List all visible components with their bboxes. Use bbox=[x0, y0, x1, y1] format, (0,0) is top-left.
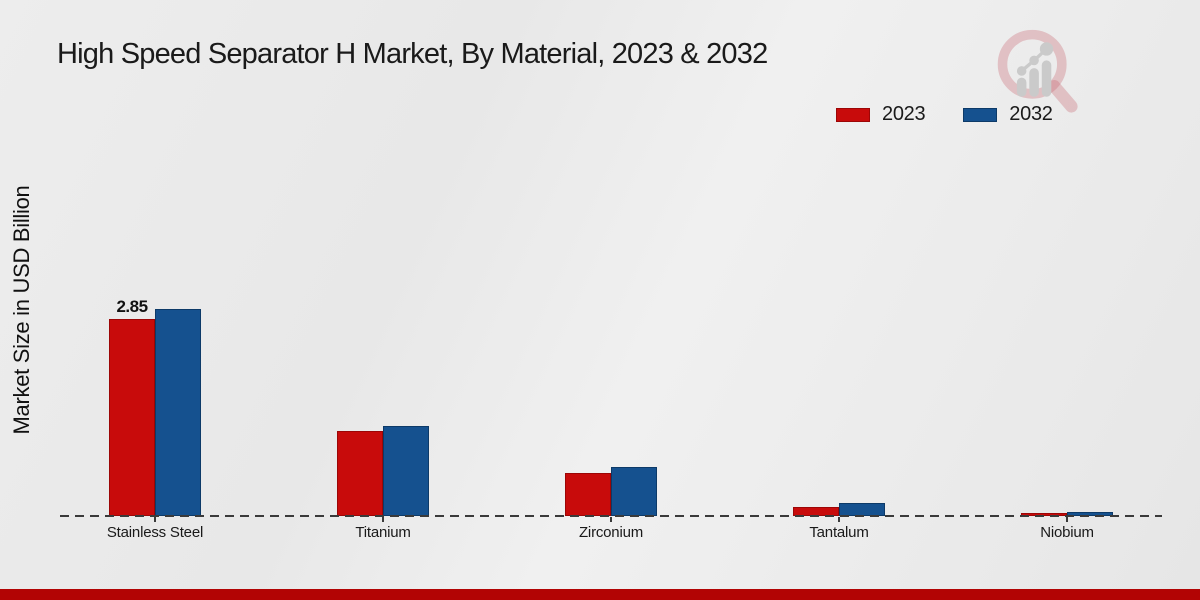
magnifier-chart-logo-icon bbox=[997, 29, 1078, 113]
category-label-niobium: Niobium bbox=[1040, 524, 1094, 541]
legend-item-2032: 2032 bbox=[963, 103, 1053, 126]
axis-tick-tantalum bbox=[838, 517, 840, 522]
category-label-tantalum: Tantalum bbox=[809, 524, 869, 541]
bar-2032-stainless-steel bbox=[155, 309, 201, 516]
legend: 2023 2032 bbox=[836, 103, 1053, 126]
axis-tick-stainless-steel bbox=[154, 517, 156, 522]
bar-2032-titanium bbox=[383, 426, 429, 516]
footer-accent-strip bbox=[0, 589, 1200, 600]
bar-2032-zirconium bbox=[611, 467, 657, 516]
legend-item-2023: 2023 bbox=[836, 103, 926, 126]
axis-tick-zirconium bbox=[610, 517, 612, 522]
category-label-titanium: Titanium bbox=[355, 524, 411, 541]
bar-2023-stainless-steel bbox=[109, 319, 155, 516]
chart-title: High Speed Separator H Market, By Materi… bbox=[57, 38, 768, 70]
axis-tick-niobium bbox=[1066, 517, 1068, 522]
category-label-zirconium: Zirconium bbox=[578, 524, 644, 541]
category-label-stainless-steel: Stainless Steel bbox=[106, 524, 204, 541]
y-axis-label: Market Size in USD Billion bbox=[9, 185, 34, 435]
data-label-2023-stainless-steel: 2.85 bbox=[116, 297, 148, 316]
legend-swatch-2032 bbox=[963, 107, 998, 122]
legend-label-2032: 2032 bbox=[1009, 103, 1053, 125]
bar-2023-zirconium bbox=[565, 473, 611, 516]
axis-tick-titanium bbox=[382, 517, 384, 522]
x-axis-baseline bbox=[60, 515, 1162, 517]
legend-label-2023: 2023 bbox=[882, 103, 926, 125]
legend-swatch-2023 bbox=[836, 107, 870, 122]
bar-2023-titanium bbox=[337, 431, 383, 516]
